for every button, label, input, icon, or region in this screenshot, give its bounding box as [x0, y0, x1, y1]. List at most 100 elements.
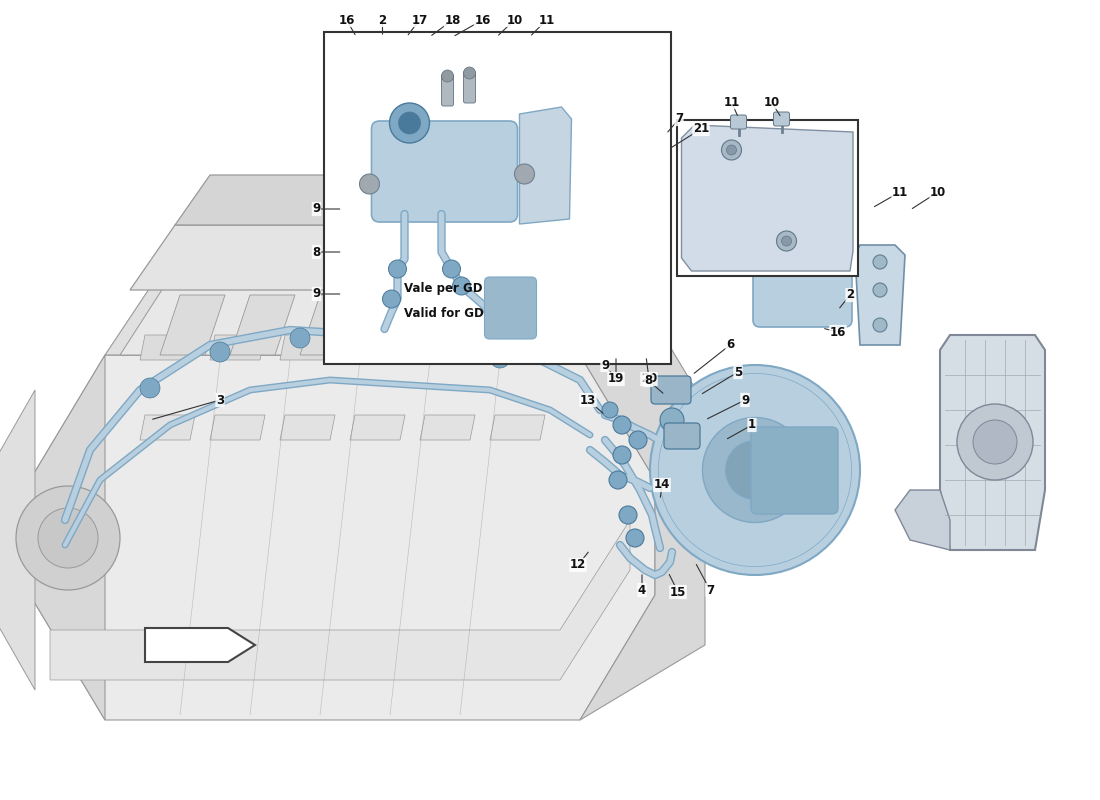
Polygon shape [140, 335, 195, 360]
Circle shape [360, 174, 379, 194]
Circle shape [873, 283, 887, 297]
Circle shape [210, 342, 230, 362]
Polygon shape [280, 335, 336, 360]
Circle shape [650, 365, 860, 575]
Circle shape [39, 508, 98, 568]
Circle shape [613, 416, 631, 434]
Circle shape [873, 255, 887, 269]
Polygon shape [300, 295, 365, 355]
Polygon shape [230, 295, 295, 355]
Text: 2: 2 [846, 289, 854, 302]
Polygon shape [140, 415, 195, 440]
Polygon shape [350, 415, 405, 440]
Text: 12: 12 [570, 558, 586, 571]
Polygon shape [490, 335, 544, 360]
FancyBboxPatch shape [751, 427, 838, 514]
Polygon shape [30, 355, 654, 720]
Circle shape [440, 335, 460, 355]
Circle shape [873, 318, 887, 332]
Circle shape [660, 408, 684, 432]
Circle shape [389, 103, 429, 143]
Polygon shape [940, 335, 1045, 550]
Text: 10: 10 [763, 95, 780, 109]
Text: 21: 21 [693, 122, 710, 135]
Circle shape [777, 231, 796, 251]
Polygon shape [370, 295, 434, 355]
FancyBboxPatch shape [676, 120, 858, 276]
Circle shape [441, 70, 453, 82]
Text: 5: 5 [734, 366, 742, 378]
Text: 9: 9 [312, 202, 320, 215]
Text: 2: 2 [378, 14, 386, 26]
Polygon shape [30, 355, 105, 720]
Text: 9: 9 [741, 394, 749, 406]
Polygon shape [895, 490, 950, 550]
Text: 20: 20 [641, 373, 657, 386]
FancyBboxPatch shape [484, 277, 537, 339]
Circle shape [609, 471, 627, 489]
Polygon shape [420, 415, 475, 440]
Polygon shape [350, 335, 405, 360]
Text: 13: 13 [580, 394, 596, 406]
Text: Vale per GD: Vale per GD [405, 282, 483, 295]
Polygon shape [519, 107, 572, 224]
Circle shape [619, 506, 637, 524]
Polygon shape [210, 335, 265, 360]
Text: 16: 16 [474, 14, 491, 26]
Text: 7: 7 [706, 583, 714, 597]
Text: 9: 9 [312, 287, 320, 301]
Circle shape [140, 378, 159, 398]
Circle shape [442, 260, 461, 278]
Circle shape [703, 418, 807, 522]
Text: 14: 14 [653, 478, 670, 491]
Polygon shape [855, 245, 905, 345]
Text: 3: 3 [216, 394, 224, 406]
Text: Valid for GD: Valid for GD [405, 307, 484, 321]
Polygon shape [160, 295, 226, 355]
Text: 11: 11 [724, 95, 739, 109]
Text: 6: 6 [726, 338, 734, 351]
FancyBboxPatch shape [754, 255, 853, 327]
Text: 1: 1 [748, 418, 756, 431]
Polygon shape [120, 285, 611, 355]
Text: 11: 11 [538, 14, 554, 26]
Circle shape [781, 236, 792, 246]
Text: 16: 16 [829, 326, 846, 338]
Circle shape [383, 290, 400, 308]
Polygon shape [0, 390, 35, 690]
Polygon shape [490, 415, 544, 440]
Circle shape [974, 420, 1018, 464]
Circle shape [388, 260, 407, 278]
FancyBboxPatch shape [463, 71, 475, 103]
Circle shape [490, 348, 510, 368]
Polygon shape [440, 295, 505, 355]
Text: 18: 18 [444, 14, 461, 26]
FancyBboxPatch shape [664, 423, 700, 449]
Circle shape [726, 145, 737, 155]
Text: 8: 8 [644, 374, 652, 386]
Circle shape [629, 431, 647, 449]
Text: 9: 9 [601, 358, 609, 371]
Text: a passion
parts since 196: a passion parts since 196 [389, 410, 711, 590]
Circle shape [766, 243, 797, 275]
Text: 19: 19 [608, 373, 624, 386]
FancyBboxPatch shape [730, 115, 747, 129]
Text: 11: 11 [892, 186, 909, 198]
FancyBboxPatch shape [651, 376, 691, 404]
Polygon shape [682, 125, 852, 271]
Circle shape [957, 404, 1033, 480]
Polygon shape [145, 628, 255, 662]
Circle shape [16, 486, 120, 590]
Polygon shape [175, 175, 650, 225]
Circle shape [452, 277, 471, 295]
FancyBboxPatch shape [324, 32, 671, 364]
Polygon shape [130, 225, 615, 290]
Polygon shape [50, 520, 630, 680]
Text: europarts: europarts [351, 299, 749, 501]
Circle shape [290, 328, 310, 348]
Polygon shape [510, 295, 575, 355]
FancyBboxPatch shape [372, 121, 517, 222]
Polygon shape [420, 335, 475, 360]
Circle shape [613, 446, 631, 464]
Circle shape [626, 529, 644, 547]
